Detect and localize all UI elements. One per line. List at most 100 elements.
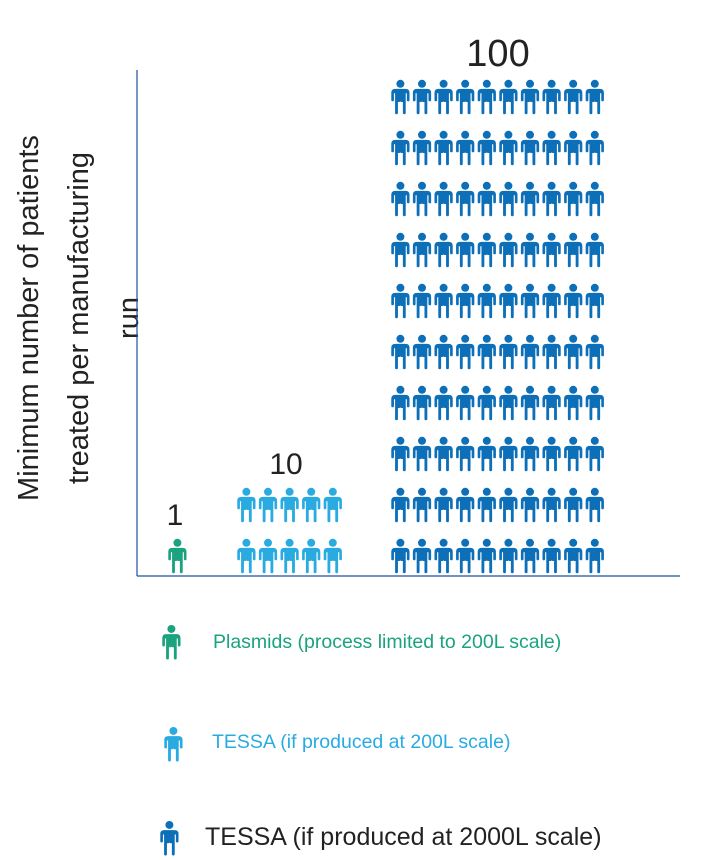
person-icon — [456, 334, 475, 370]
person-icon — [412, 283, 432, 319]
legend-icon — [162, 625, 181, 660]
pictogram-group: 10 — [237, 448, 342, 574]
person-icon — [391, 283, 410, 319]
person-icon — [499, 334, 518, 370]
person-icon — [258, 538, 278, 574]
legend-label: TESSA (if produced at 200L scale) — [212, 731, 511, 753]
y-axis-label-line: Minimum number of patients — [13, 135, 45, 501]
person-icon — [542, 79, 561, 115]
person-icon — [477, 232, 496, 268]
person-icon — [412, 181, 432, 217]
person-icon — [456, 538, 475, 574]
person-icon — [477, 385, 496, 421]
legend-icon — [160, 821, 179, 856]
person-icon — [434, 130, 453, 166]
person-icon — [456, 130, 475, 166]
person-icon — [499, 181, 518, 217]
person-icon — [412, 79, 432, 115]
person-icon — [412, 538, 432, 574]
person-icon — [520, 538, 540, 574]
person-icon — [477, 79, 496, 115]
person-icon — [162, 625, 181, 660]
person-icon — [434, 283, 453, 319]
person-icon — [391, 487, 410, 523]
person-icon — [160, 821, 179, 856]
person-icon — [499, 436, 518, 472]
person-icon — [499, 232, 518, 268]
person-icon — [391, 436, 410, 472]
person-icon — [542, 181, 561, 217]
person-icon — [520, 283, 540, 319]
person-icon — [456, 283, 475, 319]
person-icon — [456, 385, 475, 421]
person-icon — [477, 436, 496, 472]
person-icon — [542, 487, 561, 523]
person-icon — [499, 385, 518, 421]
person-icon — [542, 130, 561, 166]
person-icon — [585, 79, 604, 115]
pictogram-groups: 1 10 100 — [167, 33, 604, 574]
person-icon — [280, 538, 299, 574]
pictogram-group: 100 — [391, 33, 604, 574]
person-icon — [434, 487, 453, 523]
pictogram-group: 1 — [167, 499, 187, 574]
y-axis-label: Minimum number of patients treated per ma… — [13, 135, 145, 501]
person-icon — [412, 130, 432, 166]
person-icon — [391, 181, 410, 217]
person-icon — [456, 487, 475, 523]
person-icon — [168, 538, 187, 574]
person-icon — [585, 538, 604, 574]
person-icon — [564, 181, 583, 217]
person-icon — [542, 232, 561, 268]
person-icon — [391, 538, 410, 574]
person-icon — [564, 385, 583, 421]
person-icon — [391, 232, 410, 268]
person-icon — [323, 487, 342, 523]
person-icon — [520, 385, 540, 421]
person-icon — [412, 232, 432, 268]
person-icon — [520, 130, 540, 166]
data-label: 10 — [269, 448, 302, 481]
person-icon — [434, 385, 453, 421]
person-icon — [434, 436, 453, 472]
person-icon — [412, 334, 432, 370]
person-icon — [585, 436, 604, 472]
person-icon — [564, 130, 583, 166]
data-label: 100 — [466, 33, 529, 75]
person-icon — [237, 487, 256, 523]
person-icon — [258, 487, 278, 523]
person-icon — [391, 385, 410, 421]
pictogram-chart: Minimum number of patients treated per ma… — [13, 33, 680, 577]
person-icon — [585, 487, 604, 523]
person-icon — [477, 283, 496, 319]
y-axis-label-line: treated per manufacturing — [63, 152, 95, 484]
person-icon — [302, 487, 321, 523]
person-icon — [520, 436, 540, 472]
person-icon — [520, 487, 540, 523]
person-icon — [520, 79, 540, 115]
person-icon — [564, 334, 583, 370]
person-icon — [499, 538, 518, 574]
person-icon — [477, 334, 496, 370]
person-icon — [585, 181, 604, 217]
person-icon — [434, 334, 453, 370]
person-icon — [520, 181, 540, 217]
person-icon — [391, 130, 410, 166]
person-icon — [237, 538, 256, 574]
person-icon — [585, 385, 604, 421]
person-icon — [564, 232, 583, 268]
person-icon — [585, 130, 604, 166]
legend-label: TESSA (if produced at 2000L scale) — [205, 823, 602, 851]
person-icon — [434, 538, 453, 574]
person-icon — [585, 232, 604, 268]
person-icon — [477, 487, 496, 523]
person-icon — [520, 334, 540, 370]
person-icon — [542, 334, 561, 370]
person-icon — [542, 385, 561, 421]
person-icon — [391, 334, 410, 370]
person-icon — [542, 283, 561, 319]
person-icon — [477, 181, 496, 217]
person-icon — [499, 487, 518, 523]
person-icon — [542, 538, 561, 574]
person-icon — [564, 436, 583, 472]
